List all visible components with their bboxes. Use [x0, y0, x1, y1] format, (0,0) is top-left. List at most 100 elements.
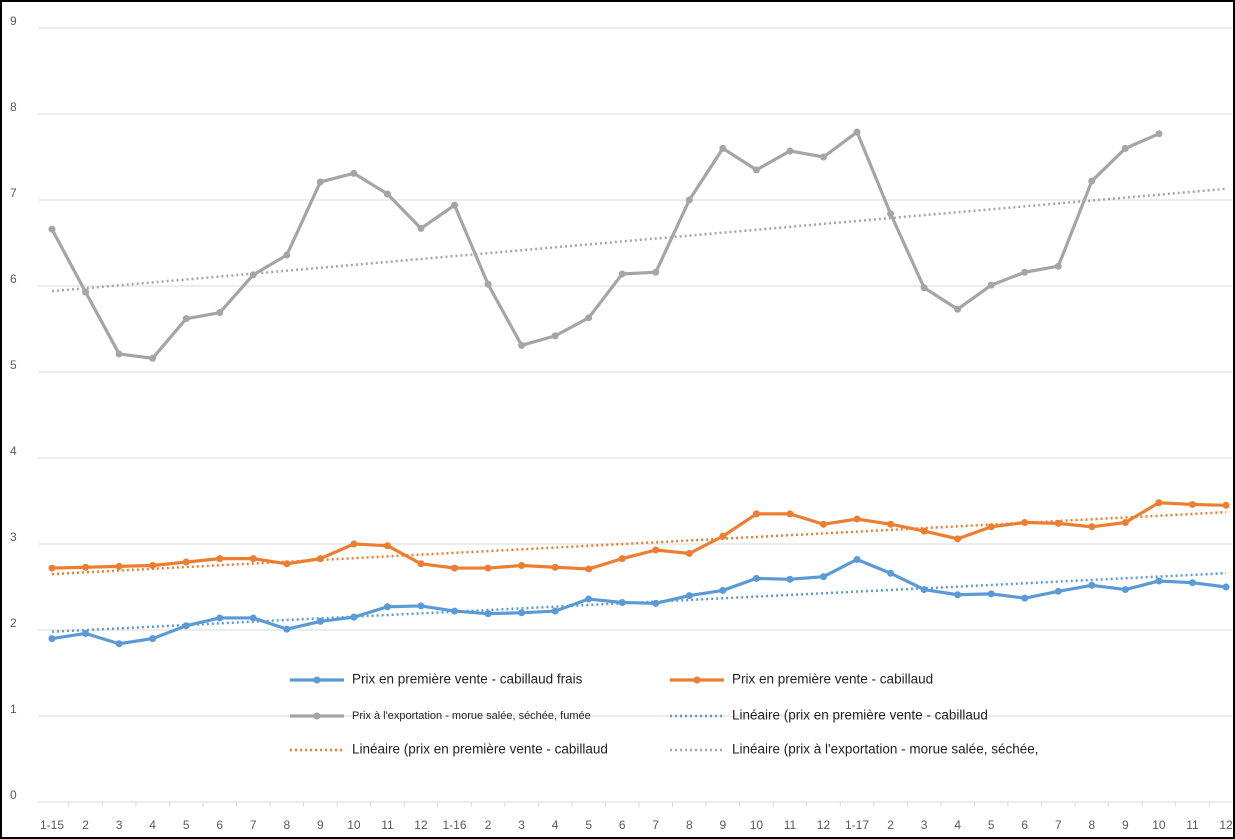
x-tick-label: 6 — [619, 818, 626, 832]
point — [786, 510, 794, 518]
point — [685, 592, 693, 600]
point — [1222, 583, 1230, 591]
point — [752, 166, 760, 174]
legend-label: Linéaire (prix à l'exportation - morue s… — [732, 742, 1039, 757]
x-tick-label: 3 — [518, 818, 525, 832]
y-tick-label: 8 — [10, 100, 17, 114]
y-tick-label: 1 — [10, 702, 17, 716]
point — [350, 169, 358, 177]
point — [283, 560, 291, 568]
point — [685, 196, 693, 204]
point — [182, 315, 190, 323]
x-tick-label: 5 — [585, 818, 592, 832]
series-line — [51, 501, 1227, 571]
x-tick-label: 12 — [817, 818, 831, 832]
x-tick-label: 6 — [216, 818, 223, 832]
point — [1155, 130, 1163, 138]
point — [518, 341, 526, 349]
trendline — [51, 571, 1227, 633]
legend-marker — [693, 676, 701, 684]
point — [786, 575, 794, 583]
point — [585, 595, 593, 603]
legend-marker — [313, 676, 321, 684]
point — [987, 590, 995, 598]
point — [1021, 519, 1029, 526]
point — [1088, 523, 1096, 531]
point — [115, 640, 123, 648]
x-tick-label: 11 — [1186, 818, 1199, 832]
point — [48, 635, 56, 643]
point — [920, 527, 928, 535]
point — [1088, 581, 1096, 589]
y-tick-label: 5 — [10, 358, 17, 372]
series-line — [51, 557, 1227, 646]
point — [316, 555, 324, 563]
x-tick-label: 11 — [784, 818, 797, 832]
point — [1088, 177, 1096, 185]
x-tick-label: 7 — [652, 818, 659, 832]
x-tick-label: 1-17 — [845, 818, 869, 832]
point — [987, 523, 995, 531]
point — [283, 625, 291, 633]
point — [451, 201, 459, 209]
point — [1054, 262, 1062, 270]
point — [383, 542, 391, 550]
point — [1121, 519, 1129, 526]
point — [417, 224, 425, 232]
point — [182, 558, 190, 566]
x-tick-label: 7 — [1055, 818, 1062, 832]
y-tick-label: 9 — [10, 14, 17, 28]
point — [786, 147, 794, 155]
x-tick-label: 2 — [887, 818, 894, 832]
point — [316, 178, 324, 186]
x-tick-label: 7 — [250, 818, 257, 832]
point — [585, 314, 593, 322]
x-tick-label: 3 — [116, 818, 123, 832]
point — [853, 515, 861, 523]
x-tick-label: 10 — [750, 818, 764, 832]
point — [652, 268, 660, 276]
point — [954, 535, 962, 543]
point — [1021, 268, 1029, 276]
y-tick-label: 7 — [10, 186, 17, 200]
x-tick-label: 12 — [414, 818, 428, 832]
point — [149, 562, 157, 569]
x-tick-label: 12 — [1219, 818, 1233, 832]
point — [954, 591, 962, 599]
point — [920, 586, 928, 594]
point — [451, 564, 459, 572]
point — [853, 555, 861, 563]
point — [719, 144, 727, 152]
point — [618, 598, 626, 606]
legend-label: Prix en première vente - cabillaud — [732, 672, 933, 687]
x-tick-label: 8 — [1088, 818, 1095, 832]
point — [149, 354, 157, 362]
point — [585, 565, 593, 573]
point — [819, 153, 827, 161]
x-tick-label: 4 — [954, 818, 961, 832]
point — [48, 225, 56, 233]
y-tick-label: 4 — [10, 444, 17, 458]
point — [518, 562, 526, 569]
point — [249, 271, 257, 279]
point — [551, 607, 559, 615]
point — [451, 607, 459, 615]
y-tick-label: 6 — [10, 272, 17, 286]
point — [484, 564, 492, 572]
point — [249, 614, 257, 622]
point — [551, 563, 559, 571]
trendline — [51, 187, 1227, 293]
series-line — [50, 130, 1160, 360]
point — [249, 555, 257, 563]
y-tick-label: 2 — [10, 616, 17, 630]
point — [115, 562, 123, 570]
x-tick-label: 3 — [921, 818, 928, 832]
point — [719, 532, 727, 540]
x-tick-label: 2 — [485, 818, 492, 832]
point — [1121, 586, 1129, 594]
point — [417, 602, 425, 610]
point — [1021, 594, 1029, 602]
point — [283, 251, 291, 259]
x-tick-label: 10 — [1152, 818, 1166, 832]
